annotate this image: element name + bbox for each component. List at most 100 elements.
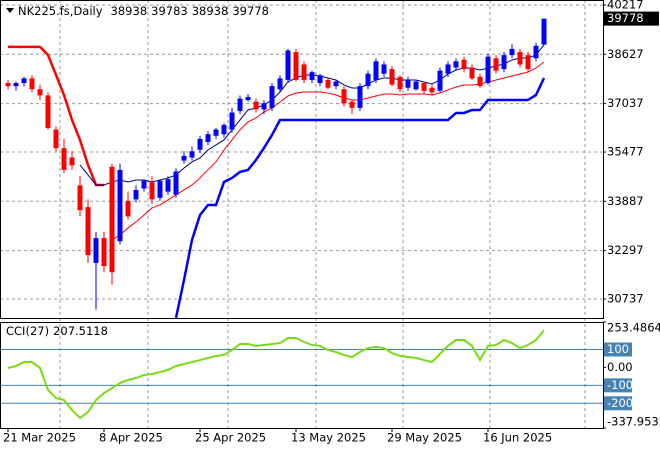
candle-body — [269, 86, 275, 108]
last-open: 38938 — [111, 4, 148, 18]
candle-body — [333, 81, 339, 87]
indicator-line — [8, 45, 104, 187]
candle-body — [213, 129, 219, 136]
y-tick-label: 37037 — [607, 96, 644, 110]
y-tick-label: 33887 — [607, 194, 644, 208]
symbol: NK225.fs,Daily — [18, 4, 103, 18]
candle-body — [221, 124, 227, 135]
last-low: 38938 — [192, 4, 229, 18]
candle-body — [405, 79, 411, 88]
candle-body — [541, 18, 547, 45]
candle-body — [453, 61, 459, 68]
cci-tick-label: -100 — [607, 378, 633, 392]
candle-body — [173, 171, 179, 195]
candle-body — [197, 138, 203, 150]
plot — [0, 4, 603, 420]
cci-value: 207.5118 — [53, 324, 108, 338]
candle-body — [437, 70, 443, 91]
cci-label: CCI(27) — [6, 324, 49, 338]
x-tick-label: 13 May 2025 — [291, 431, 366, 445]
candle-body — [309, 72, 315, 80]
candle-body — [69, 157, 75, 166]
candle-body — [157, 180, 163, 198]
candle-body — [261, 103, 267, 110]
candle-body — [253, 101, 259, 110]
y-tick-label: 30737 — [607, 291, 644, 305]
candle-body — [389, 69, 395, 85]
y-tick-label: 38627 — [607, 47, 644, 61]
candle-body — [277, 78, 283, 90]
cci-tick-label: -200 — [607, 396, 633, 410]
header: NK225.fs,Daily 38938 39783 38938 39778 — [18, 4, 269, 18]
candle-body — [117, 169, 123, 242]
candle-body — [93, 238, 99, 263]
candle-body — [301, 64, 307, 80]
candle-body — [205, 134, 211, 142]
candle-body — [341, 89, 347, 104]
x-tick-label: 16 Jun 2025 — [483, 431, 552, 445]
candle-body — [29, 78, 35, 90]
candle-body — [509, 48, 515, 56]
candle-body — [485, 56, 491, 84]
candle-body — [517, 52, 523, 65]
cci-tick-label: 0.00 — [607, 360, 633, 374]
candle-body — [125, 200, 131, 217]
candle-body — [5, 83, 11, 87]
candle-body — [61, 148, 67, 170]
cci-tick-label: 253.4864 — [607, 321, 660, 335]
candle-body — [445, 64, 451, 74]
menu-arrow[interactable] — [6, 8, 14, 13]
x-tick-label: 29 May 2025 — [387, 431, 462, 445]
level-label-box — [604, 378, 632, 393]
last-price-label: 39778 — [607, 11, 644, 25]
y-tick-label: 40217 — [607, 0, 644, 11]
candle-body — [357, 86, 363, 108]
cci-tick-label: 100 — [607, 342, 629, 356]
candle-body — [101, 238, 107, 267]
candle-body — [293, 52, 299, 80]
last-close: 39778 — [232, 4, 269, 18]
candle-body — [53, 129, 59, 149]
candle-body — [373, 61, 379, 80]
candle-body — [149, 182, 155, 200]
x-tick-label: 8 Apr 2025 — [99, 431, 163, 445]
y-tick-label: 35477 — [607, 144, 644, 158]
indicator-line — [111, 61, 545, 241]
candle-body — [285, 50, 291, 80]
main-pane-border — [0, 0, 604, 319]
cci-line — [7, 329, 545, 420]
candle-body — [469, 67, 475, 79]
candle-body — [21, 78, 27, 84]
level-label-box — [604, 396, 632, 411]
candle-body — [245, 97, 251, 101]
candle-body — [525, 55, 531, 70]
cci-pane-border — [0, 322, 604, 429]
candle-body — [397, 76, 403, 90]
level-label-box — [604, 342, 632, 357]
candle-body — [413, 81, 419, 90]
candle-body — [461, 59, 467, 70]
candle-body — [477, 76, 483, 87]
candle-body — [109, 166, 115, 273]
last-high: 39783 — [151, 4, 188, 18]
candle-body — [493, 58, 499, 71]
candle-body — [365, 73, 371, 87]
candle-body — [141, 180, 147, 189]
candle-body — [181, 155, 187, 161]
candle-body — [381, 64, 387, 74]
candle-body — [13, 83, 19, 87]
candle-body — [421, 83, 427, 91]
candle-body — [237, 98, 243, 111]
candle-body — [77, 185, 83, 211]
candle-body — [133, 190, 139, 200]
candle-body — [189, 151, 195, 158]
x-tick-label: 25 Apr 2025 — [195, 431, 266, 445]
cci-header: CCI(27) 207.5118 — [6, 324, 108, 338]
candle-body — [85, 207, 91, 256]
candle-body — [165, 179, 171, 192]
candle-body — [229, 112, 235, 130]
candle-body — [45, 95, 51, 129]
cci-tick-label: -337.9532 — [607, 415, 660, 429]
